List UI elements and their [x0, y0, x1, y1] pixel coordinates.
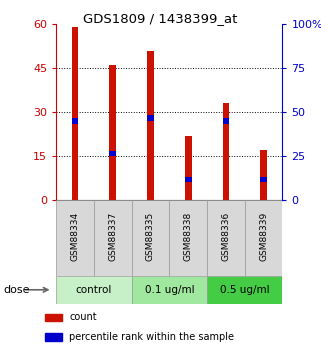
Bar: [109, 65, 116, 200]
Text: GSM88336: GSM88336: [221, 212, 230, 261]
Bar: [45, 314, 62, 321]
Text: GSM88335: GSM88335: [146, 212, 155, 261]
Text: GDS1809 / 1438399_at: GDS1809 / 1438399_at: [83, 12, 238, 25]
Text: GSM88338: GSM88338: [184, 212, 193, 261]
Text: 0.1 ug/ml: 0.1 ug/ml: [144, 285, 194, 295]
Bar: [222, 104, 229, 200]
Bar: [72, 27, 78, 200]
Bar: [132, 200, 169, 276]
Bar: [45, 333, 62, 341]
Bar: [132, 276, 207, 304]
Text: GSM88337: GSM88337: [108, 212, 117, 261]
Bar: [147, 115, 154, 121]
Bar: [169, 200, 207, 276]
Bar: [207, 276, 282, 304]
Text: control: control: [76, 285, 112, 295]
Bar: [207, 200, 245, 276]
Bar: [72, 118, 78, 124]
Text: count: count: [69, 312, 97, 322]
Bar: [260, 150, 267, 200]
Bar: [147, 51, 154, 200]
Text: 0.5 ug/ml: 0.5 ug/ml: [220, 285, 270, 295]
Bar: [260, 177, 267, 182]
Bar: [94, 200, 132, 276]
Bar: [56, 200, 94, 276]
Text: GSM88334: GSM88334: [71, 212, 80, 261]
Bar: [56, 276, 132, 304]
Text: percentile rank within the sample: percentile rank within the sample: [69, 332, 234, 342]
Bar: [185, 177, 192, 182]
Bar: [109, 150, 116, 156]
Bar: [245, 200, 282, 276]
Text: GSM88339: GSM88339: [259, 212, 268, 261]
Bar: [185, 136, 192, 200]
Text: dose: dose: [3, 285, 30, 295]
Bar: [222, 118, 229, 124]
